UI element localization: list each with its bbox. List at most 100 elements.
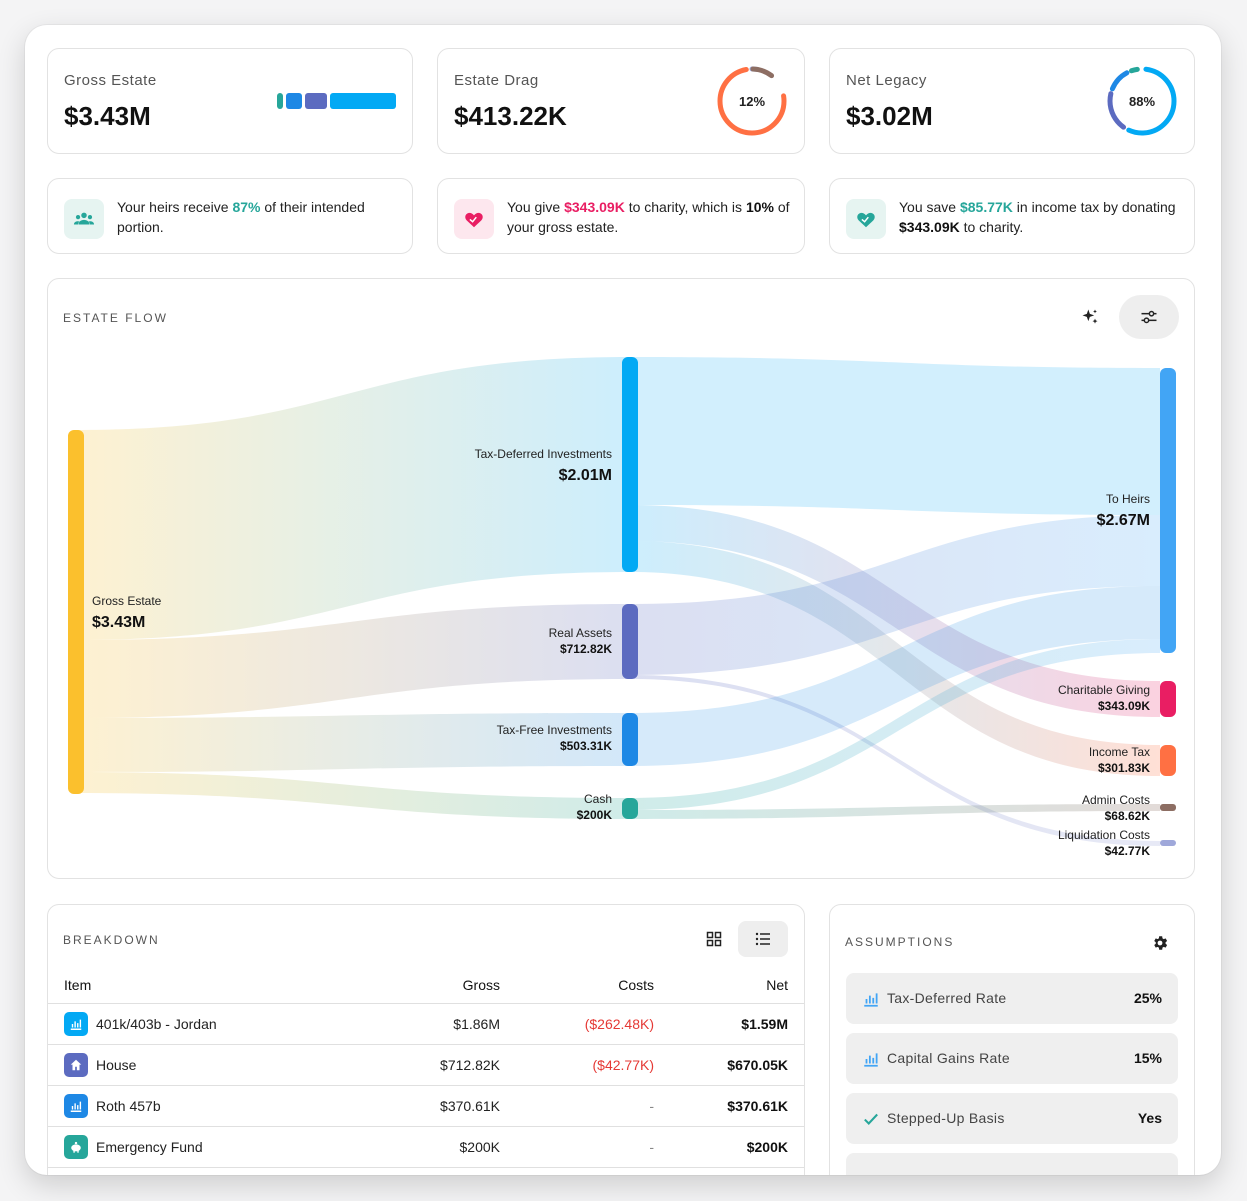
assumption-tax-deferred-rate[interactable]: Tax-Deferred Rate 25% <box>846 973 1178 1024</box>
item-name: House <box>96 1056 137 1073</box>
node-label-gross-estate: Gross Estate $3.43M <box>92 594 162 631</box>
sankey-link <box>630 804 1160 819</box>
charity-insight-card: You give $343.09K to charity, which is 1… <box>437 178 805 254</box>
heirs-insight-card: Your heirs receive 87% of their intended… <box>47 178 413 254</box>
table-row[interactable]: Roth 457b $370.61K - $370.61K <box>48 1085 804 1127</box>
stat-label: Gross Estate <box>64 72 157 89</box>
assumption-capital-gains-rate[interactable]: Capital Gains Rate 15% <box>846 1033 1178 1084</box>
sankey-link <box>630 639 1160 810</box>
sankey-link <box>630 541 1160 776</box>
list-view-icon[interactable] <box>738 921 788 957</box>
sankey-node-charitable-giving[interactable] <box>1160 681 1176 717</box>
column-header[interactable]: Item <box>48 967 366 1004</box>
item-name: Emergency Fund <box>96 1138 203 1155</box>
gross-estate-card: Gross Estate $3.43M <box>47 48 413 154</box>
costs-value: - <box>516 1126 670 1168</box>
column-header[interactable]: Gross <box>366 967 516 1004</box>
sankey-link <box>630 515 1160 675</box>
breakdown-card: BREAKDOWN Item Gross Costs <box>47 904 805 1175</box>
node-label-tax-free: Tax-Free Investments $503.31K <box>496 723 612 753</box>
assumption-partial[interactable] <box>846 1153 1178 1175</box>
chart-icon <box>64 1093 88 1118</box>
sankey-node-admin-costs[interactable] <box>1160 804 1176 811</box>
legacy-donut <box>1107 66 1177 136</box>
people-icon <box>64 199 104 239</box>
assumption-value: Yes <box>1137 1110 1162 1126</box>
node-label-admin-costs: Admin Costs $68.62K <box>1081 793 1150 823</box>
table-row[interactable]: Emergency Fund $200K - $200K <box>48 1126 804 1168</box>
tax-insight-card: You save $85.77K in income tax by donati… <box>829 178 1195 254</box>
assumptions-card: ASSUMPTIONS Tax-Deferred Rate 25% Capita… <box>829 904 1195 1175</box>
gear-icon[interactable] <box>1146 929 1174 957</box>
stat-label: Estate Drag <box>454 72 539 89</box>
drag-donut <box>717 66 787 136</box>
sliders-icon[interactable] <box>1119 295 1179 339</box>
sankey-node-gross-estate[interactable] <box>68 430 84 794</box>
table-row[interactable]: House $712.82K ($42.77K) $670.05K <box>48 1044 804 1086</box>
costs-value: - <box>516 1085 670 1127</box>
section-title: BREAKDOWN <box>63 933 160 947</box>
estate-drag-card: Estate Drag $413.22K 12% <box>437 48 805 154</box>
table-row[interactable]: 401k/403b - Jordan $1.86M ($262.48K) $1.… <box>48 1003 804 1045</box>
check-icon <box>864 1113 878 1125</box>
sankey-link <box>76 357 630 640</box>
charity-insight-text: You give $343.09K to charity, which is 1… <box>507 199 790 235</box>
net-value: $670.05K <box>670 1044 804 1086</box>
heirs-insight-text: Your heirs receive 87% of their intended… <box>117 199 365 235</box>
estate-dashboard: Gross Estate $3.43M Estate Drag $413.22K… <box>25 25 1221 1175</box>
costs-value: ($262.48K) <box>516 1003 670 1045</box>
table-header-row: Item Gross Costs Net <box>48 967 804 1004</box>
item-name: Roth 457b <box>96 1097 161 1114</box>
sankey-link <box>76 772 630 819</box>
gross-value: $370.61K <box>366 1085 516 1127</box>
sankey-link <box>76 713 630 772</box>
bar-segment <box>330 93 396 109</box>
sankey-node-cash[interactable] <box>622 798 638 819</box>
sankey-link <box>630 357 1160 515</box>
node-label-charitable-giving: Charitable Giving $343.09K <box>1057 683 1150 713</box>
drag-percent: 12% <box>738 93 766 109</box>
column-header[interactable]: Net <box>670 967 804 1004</box>
section-title: ESTATE FLOW <box>63 311 168 325</box>
sankey-link <box>630 586 1160 766</box>
assumption-stepped-up-basis[interactable]: Stepped-Up Basis Yes <box>846 1093 1178 1144</box>
stat-value: $3.43M <box>64 101 151 131</box>
section-title: ASSUMPTIONS <box>845 935 955 949</box>
sankey-link <box>630 675 1160 846</box>
bar-segment <box>305 93 327 109</box>
tax-insight-text: You save $85.77K in income tax by donati… <box>899 199 1176 235</box>
column-header[interactable]: Costs <box>516 967 670 1004</box>
stat-value: $3.02M <box>846 101 933 131</box>
node-label-liquidation-costs: Liquidation Costs $42.77K <box>1057 828 1150 858</box>
chart-icon <box>864 1053 878 1067</box>
stat-value: $413.22K <box>454 101 567 131</box>
sankey-link <box>76 604 630 718</box>
sankey-node-liquidation-costs[interactable] <box>1160 840 1176 846</box>
chart-icon <box>64 1011 88 1036</box>
breakdown-table: Item Gross Costs Net 401k/403b - Jordan … <box>48 967 804 1168</box>
grid-view-icon[interactable] <box>694 921 734 957</box>
node-label-income-tax: Income Tax $301.83K <box>1088 745 1150 775</box>
sankey-node-to-heirs[interactable] <box>1160 368 1176 653</box>
item-name: 401k/403b - Jordan <box>96 1015 217 1032</box>
assumption-label: Capital Gains Rate <box>887 1050 1010 1066</box>
sankey-node-tax-free[interactable] <box>622 713 638 766</box>
piggy-bank-icon <box>64 1134 88 1159</box>
assumption-value: 15% <box>1133 1050 1162 1066</box>
sankey-node-income-tax[interactable] <box>1160 745 1176 776</box>
gross-value: $1.86M <box>366 1003 516 1045</box>
sankey-node-tax-deferred[interactable] <box>622 357 638 572</box>
sparkle-icon[interactable] <box>1070 297 1110 337</box>
sankey-chart <box>68 357 1176 846</box>
net-value: $200K <box>670 1126 804 1168</box>
gross-value: $200K <box>366 1126 516 1168</box>
heart-hand-icon <box>846 199 886 239</box>
node-label-cash: Cash $200K <box>576 792 612 822</box>
node-label-real-assets: Real Assets $712.82K <box>548 626 612 656</box>
gross-value: $712.82K <box>366 1044 516 1086</box>
composition-bar <box>277 93 396 109</box>
net-legacy-card: Net Legacy $3.02M 88% <box>829 48 1195 154</box>
legacy-percent: 88% <box>1128 93 1156 109</box>
node-label-tax-deferred: Tax-Deferred Investments $2.01M <box>474 447 612 484</box>
sankey-node-real-assets[interactable] <box>622 604 638 679</box>
